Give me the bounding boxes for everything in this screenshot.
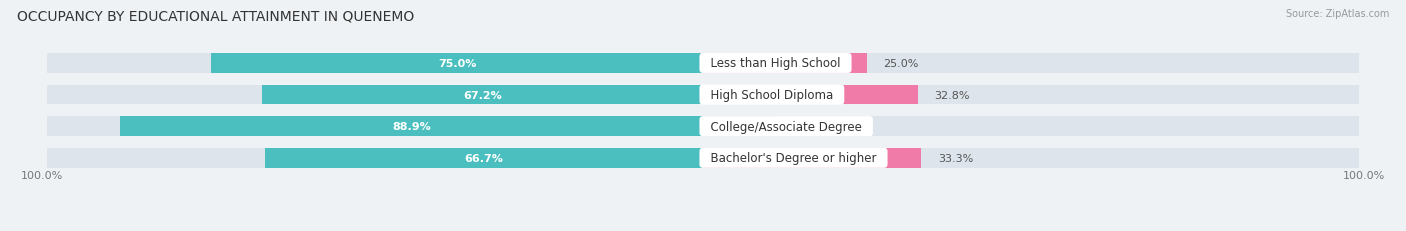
Text: 66.7%: 66.7% xyxy=(465,153,503,163)
Bar xyxy=(46,148,1360,168)
Bar xyxy=(46,85,1360,105)
Bar xyxy=(46,117,1360,136)
Text: 100.0%: 100.0% xyxy=(1343,170,1385,180)
Text: Bachelor's Degree or higher: Bachelor's Degree or higher xyxy=(703,152,884,165)
Text: 67.2%: 67.2% xyxy=(463,90,502,100)
Text: High School Diploma: High School Diploma xyxy=(703,89,841,102)
Text: 75.0%: 75.0% xyxy=(437,59,477,69)
Bar xyxy=(120,117,703,136)
Bar xyxy=(703,54,868,73)
Text: Source: ZipAtlas.com: Source: ZipAtlas.com xyxy=(1285,9,1389,19)
Text: Less than High School: Less than High School xyxy=(703,57,848,70)
Text: 100.0%: 100.0% xyxy=(21,170,63,180)
Bar xyxy=(703,148,921,168)
Bar xyxy=(46,54,1360,73)
Bar xyxy=(266,148,703,168)
Bar xyxy=(703,85,918,105)
Text: 88.9%: 88.9% xyxy=(392,122,430,132)
Text: 25.0%: 25.0% xyxy=(883,59,918,69)
Bar xyxy=(703,117,776,136)
Text: 11.1%: 11.1% xyxy=(792,122,828,132)
Bar xyxy=(211,54,703,73)
Bar xyxy=(262,85,703,105)
Text: 33.3%: 33.3% xyxy=(938,153,973,163)
Text: 32.8%: 32.8% xyxy=(935,90,970,100)
Text: College/Associate Degree: College/Associate Degree xyxy=(703,120,869,133)
Text: OCCUPANCY BY EDUCATIONAL ATTAINMENT IN QUENEMO: OCCUPANCY BY EDUCATIONAL ATTAINMENT IN Q… xyxy=(17,9,415,23)
